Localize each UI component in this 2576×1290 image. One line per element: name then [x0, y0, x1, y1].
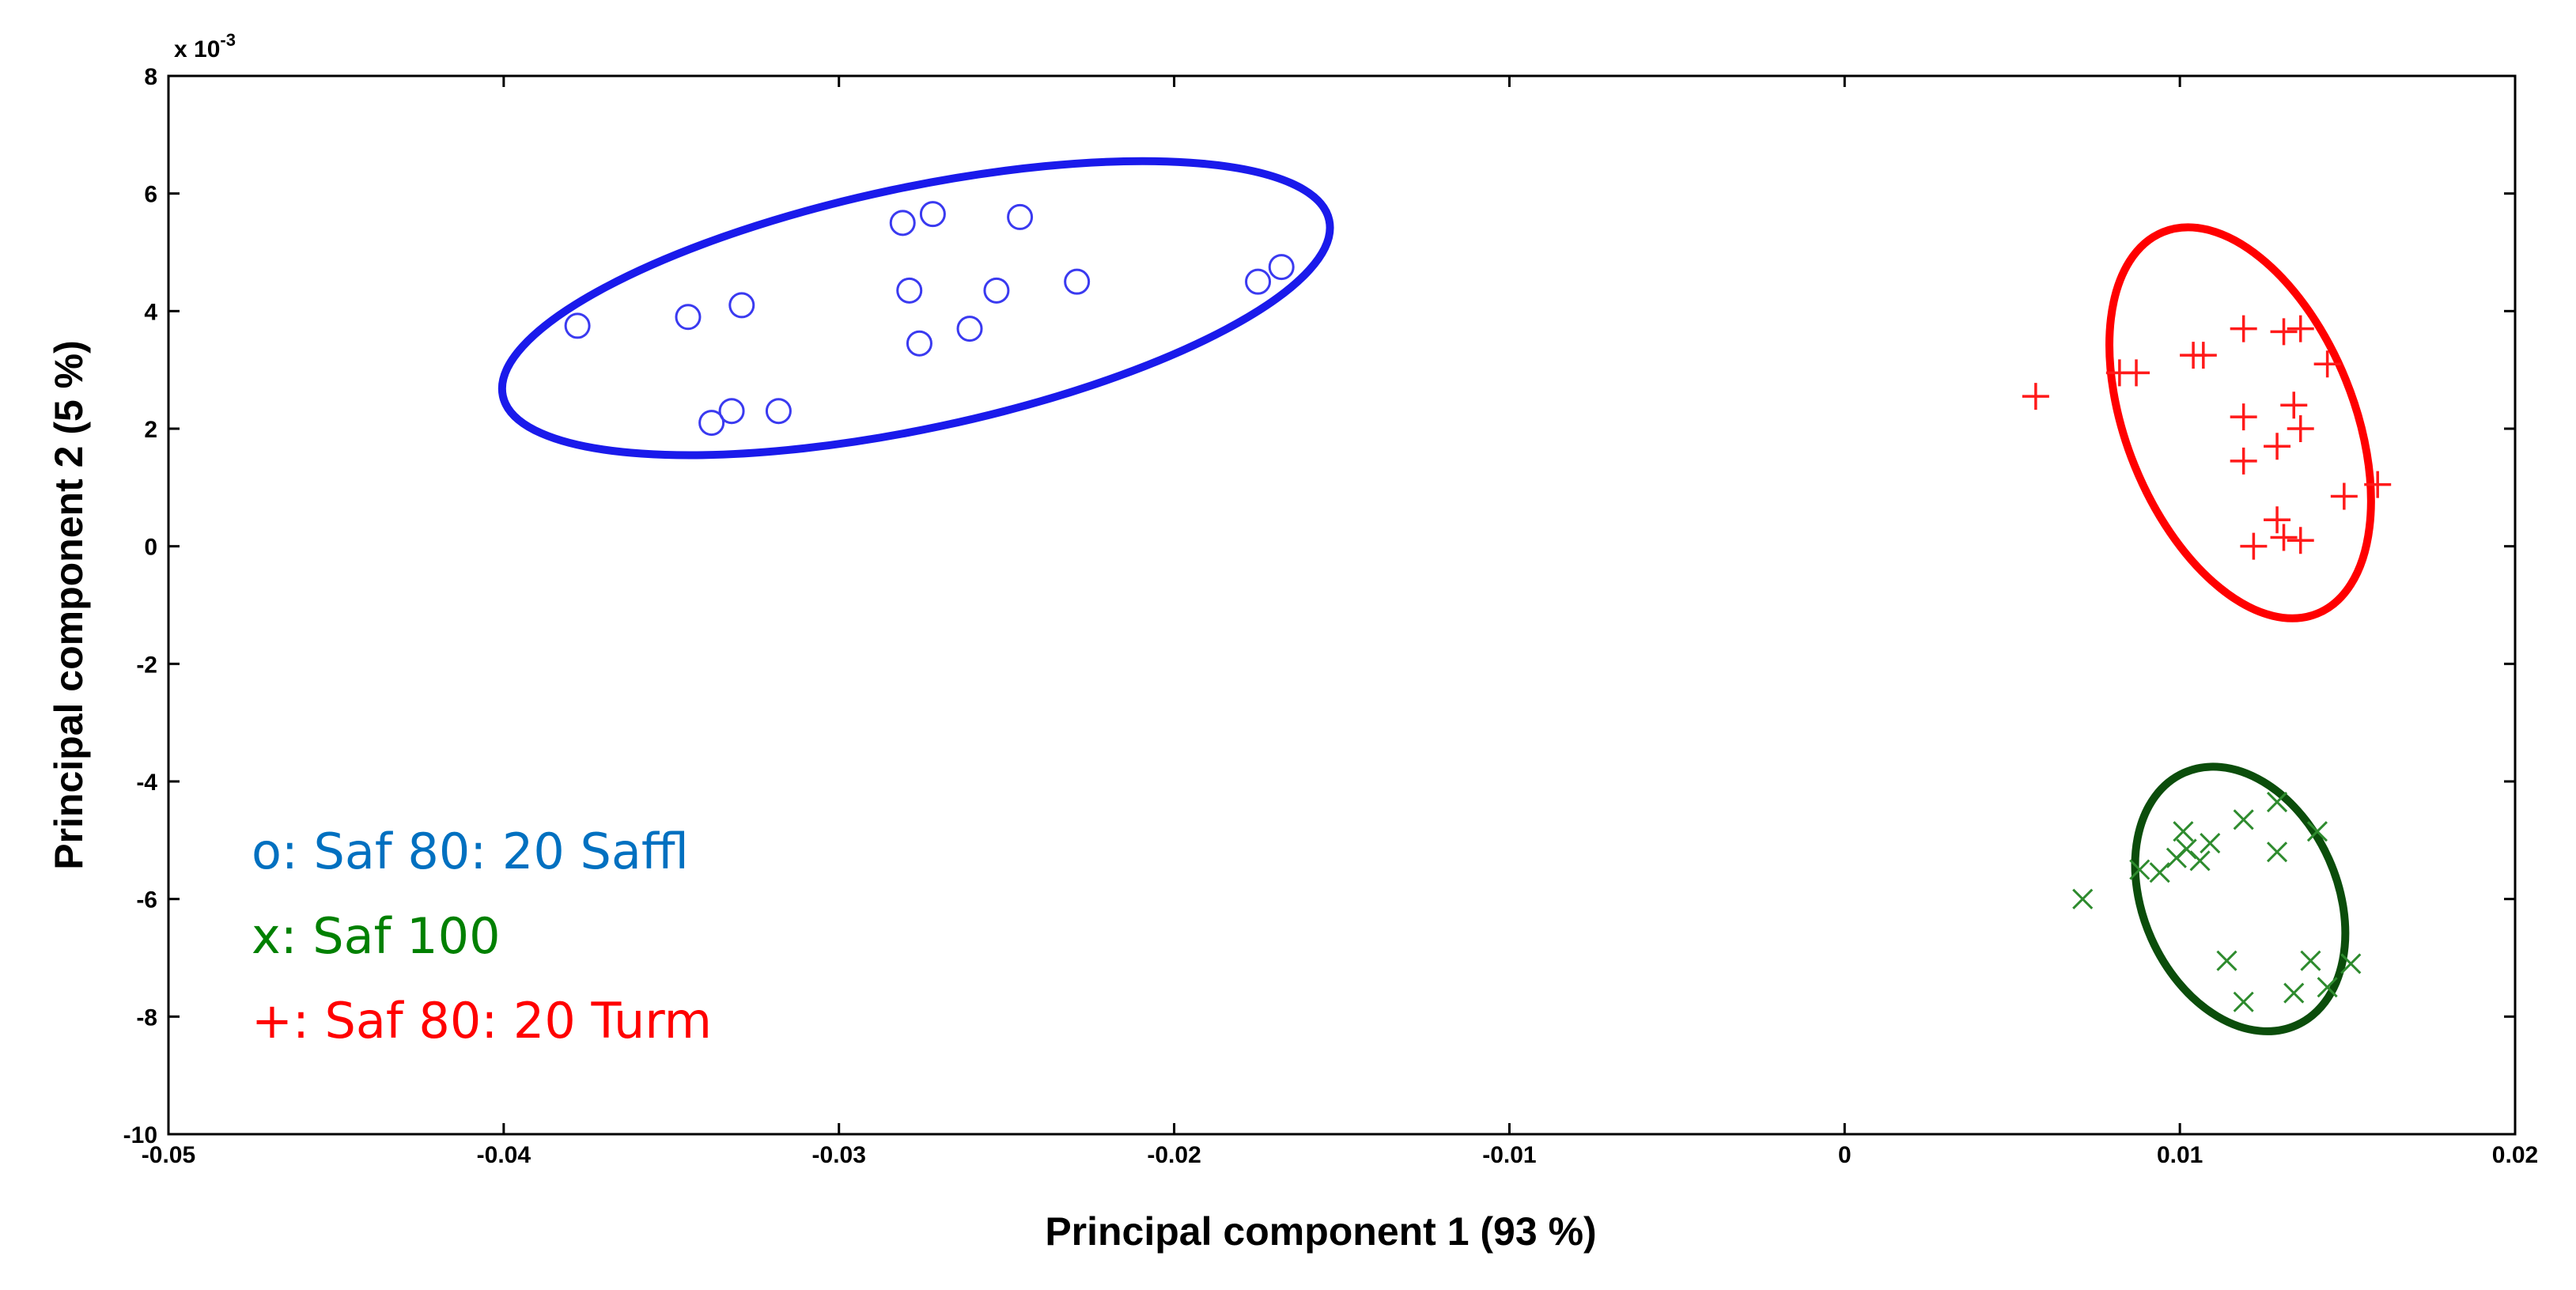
y-tick-label: 2	[144, 417, 157, 443]
point-turm	[2123, 359, 2150, 387]
point-turm	[2022, 383, 2049, 410]
point-turm	[2287, 527, 2314, 554]
x-tick-label: 0.01	[2157, 1142, 2203, 1168]
point-saf100	[2200, 832, 2221, 854]
point-saffl	[765, 398, 792, 425]
y-tick-label: 8	[144, 64, 157, 90]
x-tick-label: -0.03	[812, 1142, 866, 1168]
point-saf100	[2189, 850, 2211, 872]
point-saf100	[2266, 791, 2288, 813]
legend-entry-saffl: o: Saf 80: 20 Saffl	[252, 823, 689, 880]
data-points	[564, 201, 2392, 1012]
point-turm	[2287, 315, 2314, 342]
point-saffl	[896, 277, 923, 304]
x-axis-title: Principal component 1 (93 %)	[1045, 1209, 1596, 1254]
cluster-ellipses	[497, 157, 2375, 1035]
legend-entry-turm: +: Saf 80: 20 Turm	[252, 992, 712, 1050]
point-turm	[2264, 433, 2291, 460]
point-turm	[2230, 315, 2257, 342]
point-saffl	[919, 201, 946, 228]
point-saffl	[698, 410, 725, 437]
point-saf100	[2317, 977, 2338, 998]
y-tick-label: 4	[144, 299, 157, 325]
point-turm	[2270, 524, 2298, 551]
y-tick-label: 0	[144, 535, 157, 561]
y-tick-label: -10	[123, 1122, 157, 1148]
point-saf100	[2283, 982, 2305, 1004]
point-saffl	[728, 292, 755, 319]
axis-ticks: -0.05 -0.04 -0.03 -0.02 -0.01 0 0.01 0.02 8 6 4 2 0 -…	[123, 64, 2539, 1168]
point-saffl	[564, 312, 591, 339]
point-saf100	[2216, 950, 2237, 971]
x-tick-label: -0.05	[142, 1142, 195, 1168]
point-saffl	[1064, 268, 1091, 295]
point-turm	[2313, 350, 2341, 378]
point-saffl	[956, 316, 983, 342]
point-saffl	[1245, 268, 1272, 295]
point-turm	[2240, 532, 2268, 560]
point-saf100	[2266, 842, 2288, 863]
y-tick-label: 6	[144, 182, 157, 208]
point-saffl	[718, 398, 745, 425]
point-saffl	[906, 330, 932, 357]
point-saf100	[2072, 888, 2094, 910]
ellipse-saffl	[497, 157, 1334, 460]
point-saffl	[983, 277, 1010, 304]
x-tick-label: -0.01	[1482, 1142, 1536, 1168]
point-turm	[2264, 506, 2291, 534]
point-saf100	[2306, 821, 2328, 842]
x-tick-label: -0.04	[477, 1142, 531, 1168]
point-saf100	[2233, 991, 2254, 1012]
point-turm	[2287, 415, 2314, 442]
x-tick-label: -0.02	[1147, 1142, 1201, 1168]
legend-entry-saf100: x: Saf 100	[252, 907, 501, 965]
ellipse-saf100	[2131, 762, 2350, 1035]
x-tick-label: 0.02	[2492, 1142, 2538, 1168]
legend: o: Saf 80: 20 Saffl x: Saf 100 +: Saf 80: …	[252, 823, 712, 1050]
y-axis-title: Principal component 2 (5 %)	[47, 340, 91, 870]
point-saf100	[2173, 821, 2194, 842]
point-turm	[2270, 318, 2298, 346]
point-turm	[2330, 482, 2358, 510]
point-turm	[2364, 471, 2392, 498]
point-turm	[2280, 392, 2308, 419]
y-tick-label: -6	[136, 887, 157, 914]
point-saf100	[2340, 953, 2362, 974]
ellipse-turm	[2105, 223, 2375, 622]
point-turm	[2230, 447, 2257, 475]
plot-area-frame	[167, 74, 2517, 1136]
point-saffl	[889, 210, 916, 236]
point-saf100	[2300, 950, 2321, 971]
point-saffl	[1007, 203, 1034, 230]
y-tick-label: -4	[136, 770, 157, 796]
point-saf100	[2129, 859, 2150, 880]
point-saf100	[2149, 862, 2170, 883]
y-tick-label: -2	[136, 652, 157, 678]
point-saf100	[2233, 809, 2254, 830]
point-turm	[2230, 403, 2257, 431]
point-turm	[2189, 342, 2217, 369]
y-axis-multiplier: x 10-3	[174, 30, 236, 62]
x-tick-label: 0	[1838, 1142, 1852, 1168]
point-saffl	[1268, 254, 1295, 281]
y-tick-label: -8	[136, 1004, 157, 1031]
point-saffl	[675, 304, 702, 331]
